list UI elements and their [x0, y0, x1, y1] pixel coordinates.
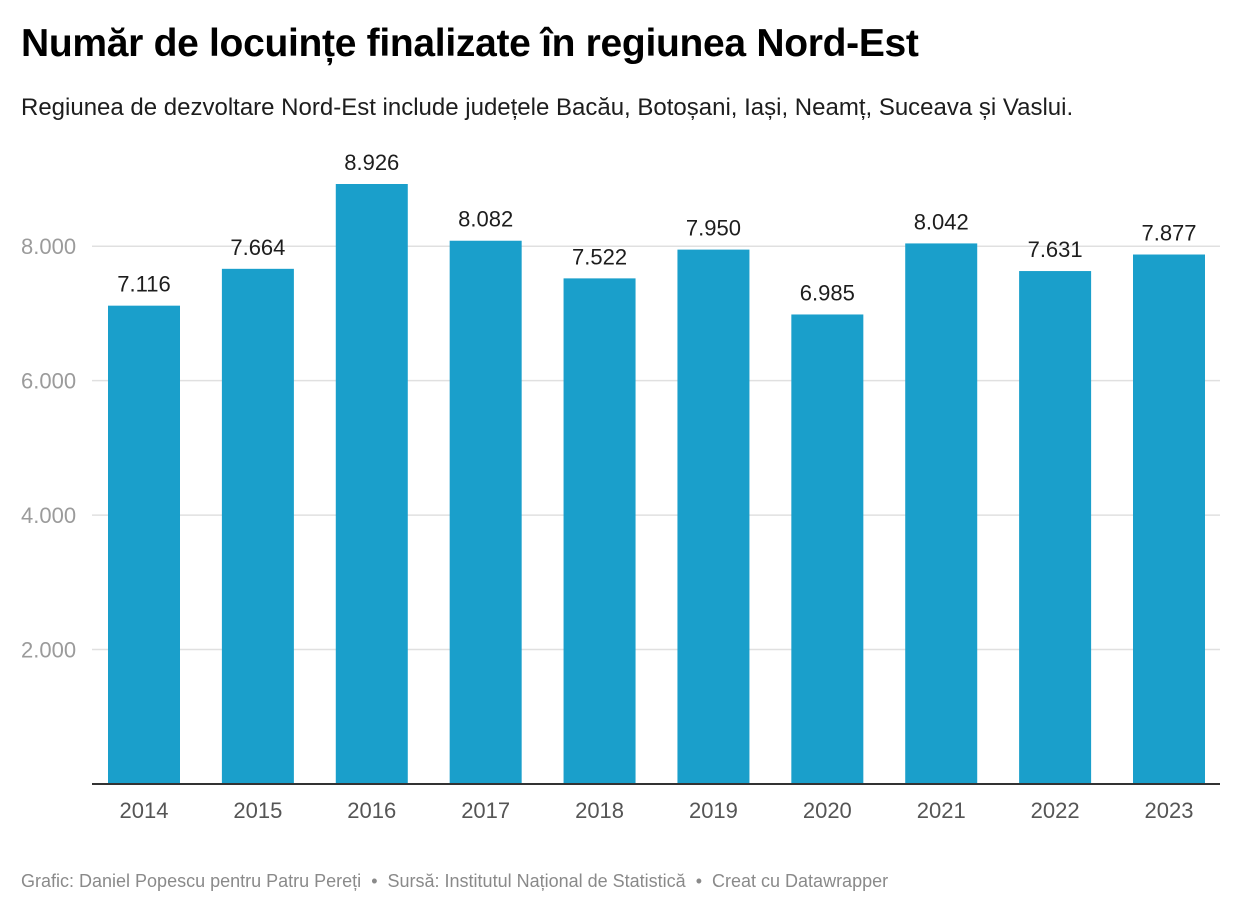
footer-source: Sursă: Institutul Național de Statistică	[387, 871, 686, 891]
value-label: 8.082	[458, 207, 513, 232]
bar	[108, 305, 180, 784]
value-label: 7.950	[686, 216, 741, 241]
y-tick-label: 6.000	[21, 369, 76, 394]
x-tick-label: 2022	[1031, 798, 1080, 823]
x-tick-label: 2019	[689, 798, 738, 823]
chart-footer: Grafic: Daniel Popescu pentru Patru Pere…	[21, 871, 888, 892]
y-tick-label: 8.000	[21, 234, 76, 259]
value-label: 7.664	[230, 235, 285, 260]
x-tick-label: 2020	[803, 798, 852, 823]
value-label: 8.926	[344, 150, 399, 175]
x-tick-label: 2021	[917, 798, 966, 823]
x-tick-label: 2016	[347, 798, 396, 823]
footer-separator: •	[695, 871, 702, 891]
value-label: 6.985	[800, 280, 855, 305]
y-tick-label: 4.000	[21, 503, 76, 528]
x-tick-label: 2018	[575, 798, 624, 823]
value-label: 7.631	[1028, 237, 1083, 262]
bar	[449, 240, 522, 784]
x-tick-label: 2017	[461, 798, 510, 823]
bar	[335, 184, 408, 784]
value-label: 7.116	[117, 272, 170, 297]
value-label: 8.042	[914, 209, 969, 234]
value-labels: 7.116 7.664 8.926 8.082 7.522 7.950 6.985 8.042…	[117, 150, 1196, 305]
bar	[791, 314, 864, 784]
x-tick-label: 2014	[120, 798, 169, 823]
y-tick-label: 2.000	[21, 638, 76, 663]
bar	[1133, 254, 1205, 784]
footer-tool: Creat cu Datawrapper	[712, 871, 889, 891]
y-axis-tick-labels: 2.000 4.000 6.000 8.000	[21, 234, 76, 662]
footer-separator: •	[371, 871, 378, 891]
bar	[563, 278, 636, 784]
x-tick-label: 2023	[1145, 798, 1194, 823]
x-axis-tick-labels: 2014 2015 2016 2017 2018 2019 2020 2021 2022 2023	[120, 798, 1194, 823]
footer-credit: Grafic: Daniel Popescu pentru Patru Pere…	[21, 871, 362, 891]
value-label: 7.877	[1141, 221, 1196, 246]
bar	[221, 268, 294, 785]
chart-title: Număr de locuințe finalizate în regiunea…	[21, 22, 919, 65]
bar	[905, 243, 978, 784]
bar	[1019, 271, 1092, 784]
bar	[677, 249, 750, 785]
chart-subtitle: Regiunea de dezvoltare Nord-Est include …	[21, 94, 1074, 121]
value-label: 7.522	[572, 244, 627, 269]
bars	[108, 184, 1205, 785]
x-tick-label: 2015	[233, 798, 282, 823]
